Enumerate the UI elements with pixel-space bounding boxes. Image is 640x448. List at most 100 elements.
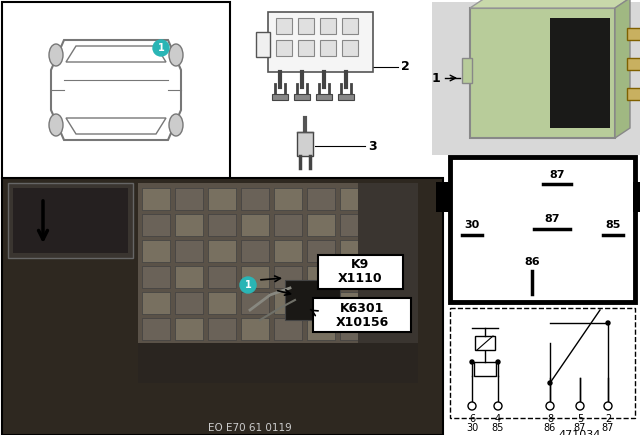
Ellipse shape [169,114,183,136]
Bar [316,94,332,100]
Text: 6: 6 [469,414,475,424]
Text: 86: 86 [544,423,556,433]
Bar [208,240,236,262]
Bar [276,40,292,56]
Bar [175,214,203,236]
Bar [373,318,401,340]
Text: K6301: K6301 [340,302,384,314]
Bar [633,182,640,212]
Text: 1: 1 [157,43,164,53]
Bar [13,188,128,253]
Bar [436,182,452,212]
Bar [208,214,236,236]
Bar [138,343,418,383]
Bar [175,266,203,288]
Circle shape [546,402,554,410]
Bar [274,344,302,366]
Text: EO E70 61 0119: EO E70 61 0119 [208,423,292,433]
Bar [340,188,368,210]
Bar [285,280,340,320]
Bar [358,183,418,383]
Bar [241,344,269,366]
Bar [142,292,170,314]
Bar [2,178,443,435]
Bar [274,240,302,262]
Circle shape [548,381,552,385]
Bar [241,214,269,236]
Circle shape [606,321,610,325]
Bar [307,214,335,236]
Circle shape [604,402,612,410]
Bar [268,12,373,72]
Bar [175,318,203,340]
Text: 86: 86 [524,257,540,267]
Text: 1: 1 [431,72,440,85]
Bar [2,2,230,178]
Bar [241,240,269,262]
Circle shape [468,402,476,410]
Bar [373,240,401,262]
Bar [342,18,358,34]
Bar [142,318,170,340]
Text: 2: 2 [605,414,611,424]
Bar [432,2,640,155]
Bar [274,318,302,340]
Bar [142,266,170,288]
Text: X1110: X1110 [338,272,382,285]
Bar [342,40,358,56]
Ellipse shape [49,114,63,136]
Bar [373,344,401,366]
Bar [474,362,496,376]
Bar [307,188,335,210]
Circle shape [153,40,169,56]
Polygon shape [615,0,630,138]
Bar [8,183,133,258]
Text: 5: 5 [577,414,583,424]
Bar [340,266,368,288]
Bar [307,266,335,288]
Circle shape [496,360,500,364]
Bar [340,344,368,366]
Ellipse shape [169,44,183,66]
Text: 2: 2 [401,60,410,73]
Text: 30: 30 [465,220,479,230]
Bar [340,318,368,340]
Bar [340,214,368,236]
Bar [340,292,368,314]
Bar [274,266,302,288]
Text: 85: 85 [605,220,621,230]
Bar [241,266,269,288]
Bar [297,132,313,156]
Bar [470,8,615,138]
Bar [175,292,203,314]
Text: 85: 85 [492,423,504,433]
Bar [138,183,418,383]
Bar [307,292,335,314]
Bar [627,28,640,40]
Bar [338,94,354,100]
Bar [0,435,640,448]
Bar [274,188,302,210]
Circle shape [240,277,256,293]
Text: 3: 3 [368,139,376,152]
Bar [274,292,302,314]
Circle shape [494,402,502,410]
Bar [142,240,170,262]
Bar [241,292,269,314]
Bar [208,188,236,210]
Bar [307,240,335,262]
Bar [208,292,236,314]
Bar [320,40,336,56]
Bar [373,292,401,314]
Bar [373,188,401,210]
Bar [276,18,292,34]
Bar [313,298,411,332]
Bar [298,18,314,34]
Bar [142,188,170,210]
Circle shape [470,360,474,364]
Bar [373,214,401,236]
Text: 1: 1 [244,280,252,290]
Bar [208,318,236,340]
Bar [241,318,269,340]
Bar [340,240,368,262]
